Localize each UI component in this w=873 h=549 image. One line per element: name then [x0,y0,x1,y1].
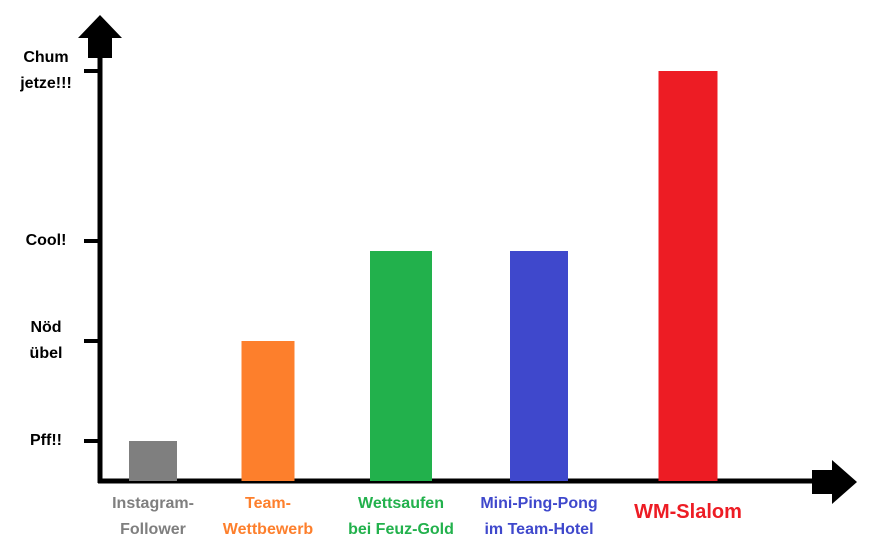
y-arrow [78,15,122,58]
y-tick-label: Pff!! [30,432,62,449]
x-arrow [812,460,857,504]
bar [658,71,718,481]
bar [510,251,568,481]
bar [129,441,177,481]
x-tick-label: Instagram- Follower [112,495,194,538]
x-tick-label: Wettsaufen bei Feuz-Gold [348,495,454,538]
y-tick-label: Cool! [25,232,67,249]
x-tick-label: Mini-Ping-Pong im Team-Hotel [480,495,598,538]
bar [241,341,295,481]
x-tick-label: Team- Wettbewerb [222,495,314,538]
y-tick-label: Chum jetze!!! [20,49,72,92]
bar [370,251,432,481]
y-tick-label: Nöd übel [29,319,63,362]
x-tick-label: WM-Slalom [634,501,742,523]
